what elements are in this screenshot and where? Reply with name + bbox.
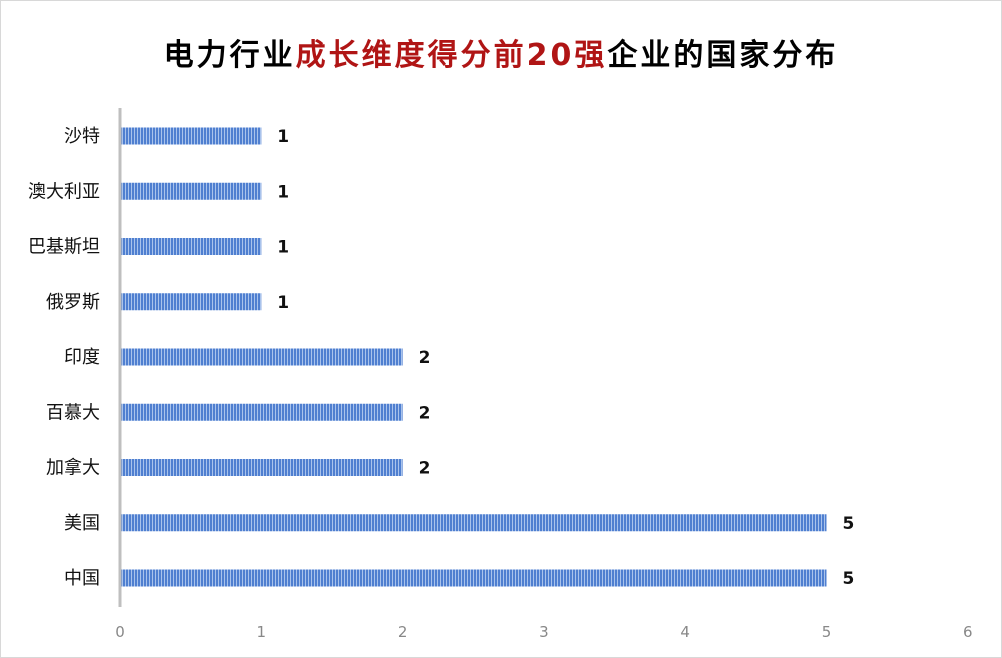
category-label: 百慕大: [46, 402, 100, 423]
chart-title: 电力行业成长维度得分前20强企业的国家分布: [0, 30, 1002, 74]
bar: [120, 514, 827, 532]
bar: [120, 569, 827, 587]
category-label: 巴基斯坦: [28, 237, 100, 258]
data-label: 5: [843, 514, 855, 534]
title-suffix: 企业的国家分布: [607, 38, 839, 73]
title-prefix: 电力行业: [163, 38, 296, 73]
title-highlight: 成长维度得分前20强: [295, 38, 608, 73]
data-label: 2: [419, 403, 431, 423]
category-label: 澳大利亚: [28, 181, 100, 202]
category-label: 印度: [64, 347, 100, 368]
x-tick-label: 2: [398, 623, 408, 641]
category-label: 俄罗斯: [46, 292, 100, 313]
x-tick-label: 0: [115, 623, 125, 641]
data-label: 5: [843, 569, 855, 589]
bar: [120, 348, 403, 366]
data-label: 2: [419, 459, 431, 479]
x-tick-label: 1: [257, 623, 267, 641]
x-tick-label: 3: [539, 623, 549, 641]
bar: [120, 127, 262, 145]
data-label: 1: [277, 182, 289, 202]
x-tick-label: 5: [822, 623, 832, 641]
x-tick-label: 6: [963, 623, 973, 641]
bar: [120, 459, 403, 476]
bar: [120, 293, 262, 311]
category-label: 美国: [64, 513, 100, 534]
x-tick-label: 4: [680, 623, 690, 641]
data-label: 1: [277, 127, 289, 147]
data-label: 1: [277, 238, 289, 258]
category-label: 加拿大: [46, 457, 100, 479]
data-label: 1: [277, 293, 289, 313]
bar: [120, 182, 262, 200]
bar: [120, 238, 262, 255]
category-label: 沙特: [64, 126, 100, 147]
data-label: 2: [419, 348, 431, 368]
category-label: 中国: [64, 568, 100, 589]
bar: [120, 403, 403, 421]
